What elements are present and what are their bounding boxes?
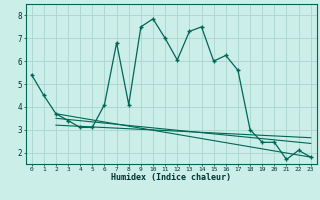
X-axis label: Humidex (Indice chaleur): Humidex (Indice chaleur)	[111, 173, 231, 182]
